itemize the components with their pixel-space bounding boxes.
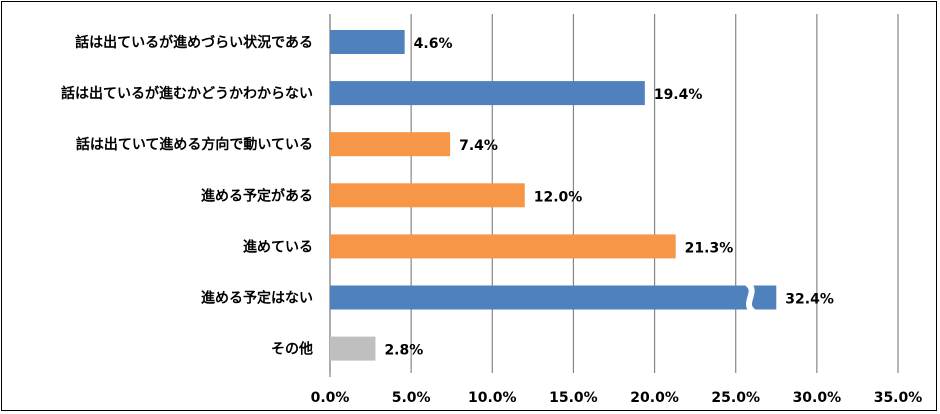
value-label: 21.3%: [685, 240, 734, 256]
x-tick-label: 30.0%: [793, 390, 842, 406]
value-label: 4.6%: [414, 36, 453, 52]
axis-break-marker: [745, 281, 756, 314]
bar: [330, 183, 525, 208]
bar: [330, 285, 777, 310]
x-tick-label: 35.0%: [874, 390, 923, 406]
bar: [330, 81, 645, 106]
value-label: 32.4%: [785, 292, 834, 308]
value-label: 2.8%: [384, 343, 423, 359]
category-label: 進める予定はない: [201, 290, 313, 307]
category-label: 話は出ているが進むかどうかわからない: [61, 85, 313, 102]
x-tick-label: 15.0%: [549, 390, 598, 406]
category-label: その他: [271, 341, 313, 358]
category-label: 進める予定がある: [201, 187, 313, 204]
category-label: 話は出ていて進める方向で動いている: [76, 136, 313, 153]
value-label: 19.4%: [654, 87, 703, 103]
x-tick-label: 20.0%: [630, 390, 679, 406]
value-label: 12.0%: [534, 189, 583, 205]
bar: [330, 30, 405, 54]
category-label: 進めている: [243, 239, 313, 255]
x-tick-label: 0.0%: [311, 390, 350, 406]
bar: [330, 132, 451, 157]
x-tick-label: 5.0%: [392, 390, 431, 406]
x-tick-label: 25.0%: [711, 390, 760, 406]
bar: [330, 336, 376, 361]
bar: [330, 234, 676, 259]
category-label: 話は出ているが進めづらい状況である: [75, 34, 313, 51]
value-label: 7.4%: [459, 138, 498, 154]
x-tick-label: 10.0%: [468, 390, 517, 406]
